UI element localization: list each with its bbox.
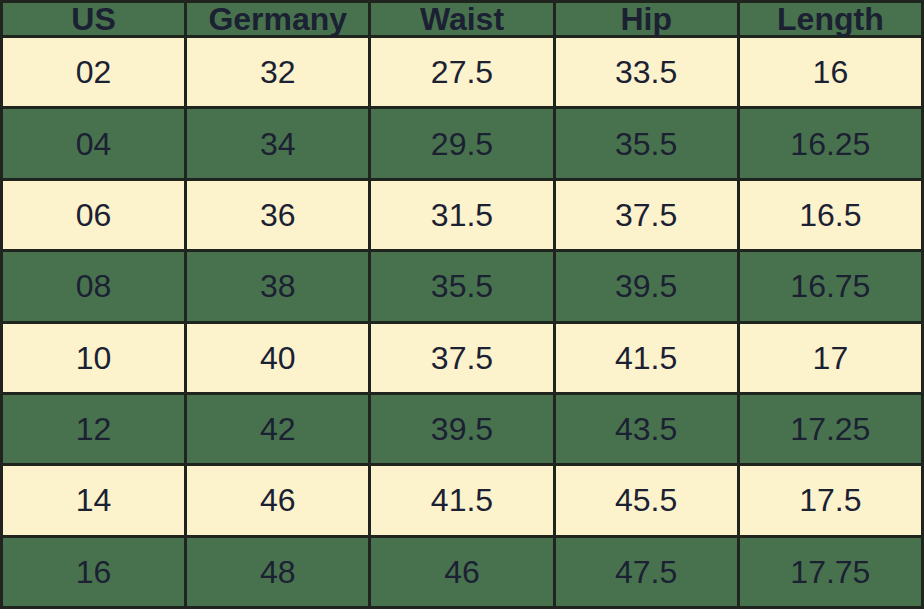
table-cell: 08 [2,251,186,322]
table-row: 083835.539.516.75 [2,251,923,322]
table-body: 023227.533.516043429.535.516.25063631.53… [2,37,923,608]
column-header-germany: Germany [186,2,370,37]
table-row: 063631.537.516.5 [2,179,923,250]
table-row: 124239.543.517.25 [2,393,923,464]
column-header-us: US [2,2,186,37]
table-cell: 31.5 [370,179,554,250]
table-cell: 17.5 [738,465,922,536]
table-cell: 17 [738,322,922,393]
table-cell: 17.25 [738,393,922,464]
table-row: 16484647.517.75 [2,536,923,607]
table-cell: 14 [2,465,186,536]
table-header: US Germany Waist Hip Length [2,2,923,37]
table-cell: 36 [186,179,370,250]
column-header-length: Length [738,2,922,37]
table-row: 104037.541.517 [2,322,923,393]
table-row: 144641.545.517.5 [2,465,923,536]
size-chart: US Germany Waist Hip Length 023227.533.5… [0,0,924,609]
table-row: 043429.535.516.25 [2,108,923,179]
table-cell: 16.5 [738,179,922,250]
table-cell: 48 [186,536,370,607]
table-cell: 16.75 [738,251,922,322]
table-cell: 37.5 [370,322,554,393]
table-cell: 38 [186,251,370,322]
size-conversion-table: US Germany Waist Hip Length 023227.533.5… [0,0,924,609]
table-cell: 16 [738,37,922,108]
table-cell: 42 [186,393,370,464]
table-cell: 04 [2,108,186,179]
table-cell: 43.5 [554,393,738,464]
table-cell: 27.5 [370,37,554,108]
table-cell: 34 [186,108,370,179]
column-header-hip: Hip [554,2,738,37]
table-cell: 39.5 [370,393,554,464]
table-cell: 10 [2,322,186,393]
table-cell: 32 [186,37,370,108]
table-cell: 39.5 [554,251,738,322]
table-cell: 47.5 [554,536,738,607]
header-row: US Germany Waist Hip Length [2,2,923,37]
table-cell: 41.5 [370,465,554,536]
table-cell: 40 [186,322,370,393]
table-cell: 46 [370,536,554,607]
table-cell: 45.5 [554,465,738,536]
table-cell: 16 [2,536,186,607]
table-cell: 16.25 [738,108,922,179]
table-cell: 02 [2,37,186,108]
table-cell: 35.5 [554,108,738,179]
table-cell: 41.5 [554,322,738,393]
table-row: 023227.533.516 [2,37,923,108]
table-cell: 35.5 [370,251,554,322]
table-cell: 46 [186,465,370,536]
table-cell: 29.5 [370,108,554,179]
table-cell: 17.75 [738,536,922,607]
column-header-waist: Waist [370,2,554,37]
table-cell: 37.5 [554,179,738,250]
table-cell: 06 [2,179,186,250]
table-cell: 33.5 [554,37,738,108]
table-cell: 12 [2,393,186,464]
